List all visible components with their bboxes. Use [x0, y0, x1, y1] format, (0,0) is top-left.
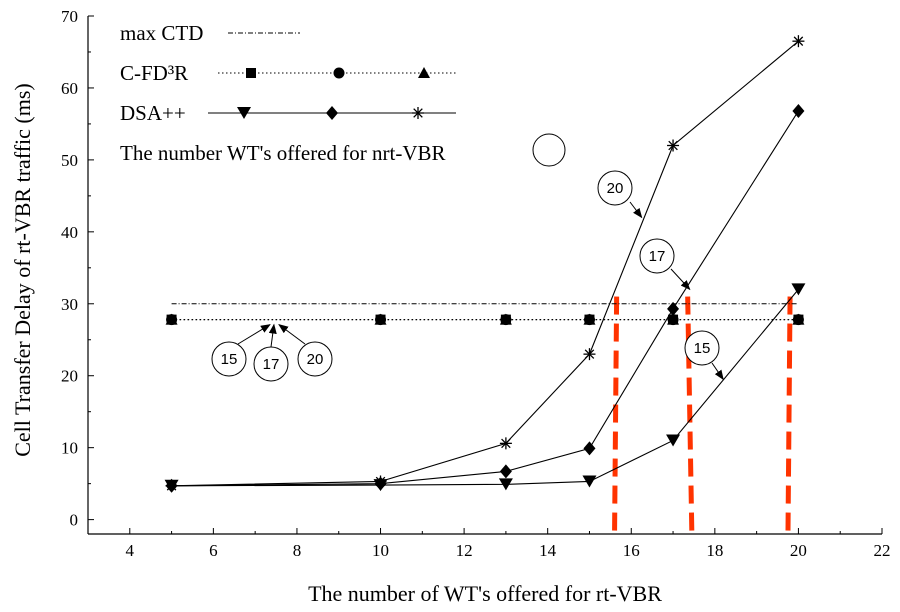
series-4: [165, 283, 806, 491]
callout-label: 15: [694, 340, 711, 357]
data-point: [500, 464, 512, 478]
x-tick-label: 20: [790, 541, 807, 560]
diamond-shape: [500, 464, 512, 478]
legend: max CTD C-FD³R DSA++ The number WT's offere…: [120, 21, 565, 166]
callout-label: 17: [649, 248, 666, 265]
x-axis-title: The number of WT's offered for rt-VBR: [308, 581, 662, 606]
threshold-marker-line: [788, 297, 790, 534]
legend-marker: [412, 107, 424, 119]
callout-arrow: [279, 325, 305, 344]
data-point: [666, 434, 680, 446]
series-layer: [165, 35, 806, 493]
legend-label: The number WT's offered for nrt-VBR: [120, 141, 446, 165]
legend-circle-icon: [533, 134, 565, 166]
data-point: [792, 104, 804, 118]
y-tick-label: 20: [61, 367, 78, 386]
y-tick-label: 30: [61, 295, 78, 314]
callout-label: 20: [607, 180, 624, 197]
y-tick-label: 10: [61, 439, 78, 458]
series-6: [166, 35, 805, 492]
x-tick-label: 4: [126, 541, 135, 560]
x-tick-label: 6: [209, 541, 218, 560]
callout: 17: [254, 325, 288, 381]
callout-label: 20: [307, 351, 324, 368]
triangle-shape: [666, 434, 680, 446]
callout-arrow: [630, 202, 642, 217]
legend-marker: [326, 106, 338, 120]
y-tick-label: 40: [61, 223, 78, 242]
data-point: [375, 475, 387, 487]
callout-annotations: 15 17 20 20 17 15: [212, 171, 723, 381]
x-tick-label: 22: [874, 541, 891, 560]
data-point: [792, 35, 804, 47]
data-point: [583, 348, 595, 360]
callout: 17: [640, 239, 690, 289]
series-line: [172, 41, 799, 486]
data-point: [583, 441, 595, 455]
callout-label: 15: [221, 351, 238, 368]
threshold-marker-line: [688, 297, 692, 534]
diamond-shape: [583, 441, 595, 455]
y-tick-label: 70: [61, 7, 78, 26]
y-tick-label: 50: [61, 151, 78, 170]
triangle-shape: [418, 67, 430, 78]
threshold-marker-line: [615, 297, 617, 534]
series-line: [172, 111, 799, 486]
callout-label: 17: [263, 356, 280, 373]
data-point: [166, 480, 178, 492]
diamond-shape: [792, 104, 804, 118]
x-tick-label: 14: [539, 541, 557, 560]
series-line: [172, 289, 799, 485]
legend-label: max CTD: [120, 21, 203, 45]
legend-entry: DSA++: [120, 101, 456, 125]
x-tick-label: 12: [456, 541, 473, 560]
series-3: [166, 314, 805, 325]
y-tick-label: 0: [70, 511, 79, 530]
callout-arrow: [671, 269, 690, 289]
legend-entry: The number WT's offered for nrt-VBR: [120, 134, 565, 166]
x-tick-label: 18: [706, 541, 723, 560]
legend-marker: [418, 67, 430, 78]
plot-frame: [88, 16, 882, 534]
data-point: [791, 283, 805, 295]
square-shape: [246, 68, 256, 78]
axis-ticks: 4 6 8 10 12 14 16 18 20 22 0 10 20 30 40 50 60 70: [61, 7, 891, 560]
legend-label: C-FD³R: [120, 61, 188, 85]
legend-label: DSA++: [120, 101, 186, 125]
data-point: [667, 140, 679, 152]
x-tick-label: 8: [293, 541, 302, 560]
legend-marker: [334, 68, 345, 79]
data-point: [500, 437, 512, 449]
diamond-shape: [326, 106, 338, 120]
callout-arrow: [271, 325, 274, 347]
y-tick-label: 60: [61, 79, 78, 98]
callout: 15: [685, 331, 723, 379]
legend-entry: max CTD: [120, 21, 300, 45]
callout: 20: [598, 171, 642, 217]
x-tick-label: 10: [372, 541, 389, 560]
triangle-shape: [791, 283, 805, 295]
legend-marker: [246, 68, 256, 78]
y-axis-title: Cell Transfer Delay of rt-VBR traffic (m…: [10, 83, 35, 457]
x-tick-label: 16: [623, 541, 640, 560]
legend-entry: C-FD³R: [120, 61, 456, 85]
callout-arrow: [238, 325, 270, 344]
callout-arrow: [712, 363, 723, 379]
circle-shape: [334, 68, 345, 79]
